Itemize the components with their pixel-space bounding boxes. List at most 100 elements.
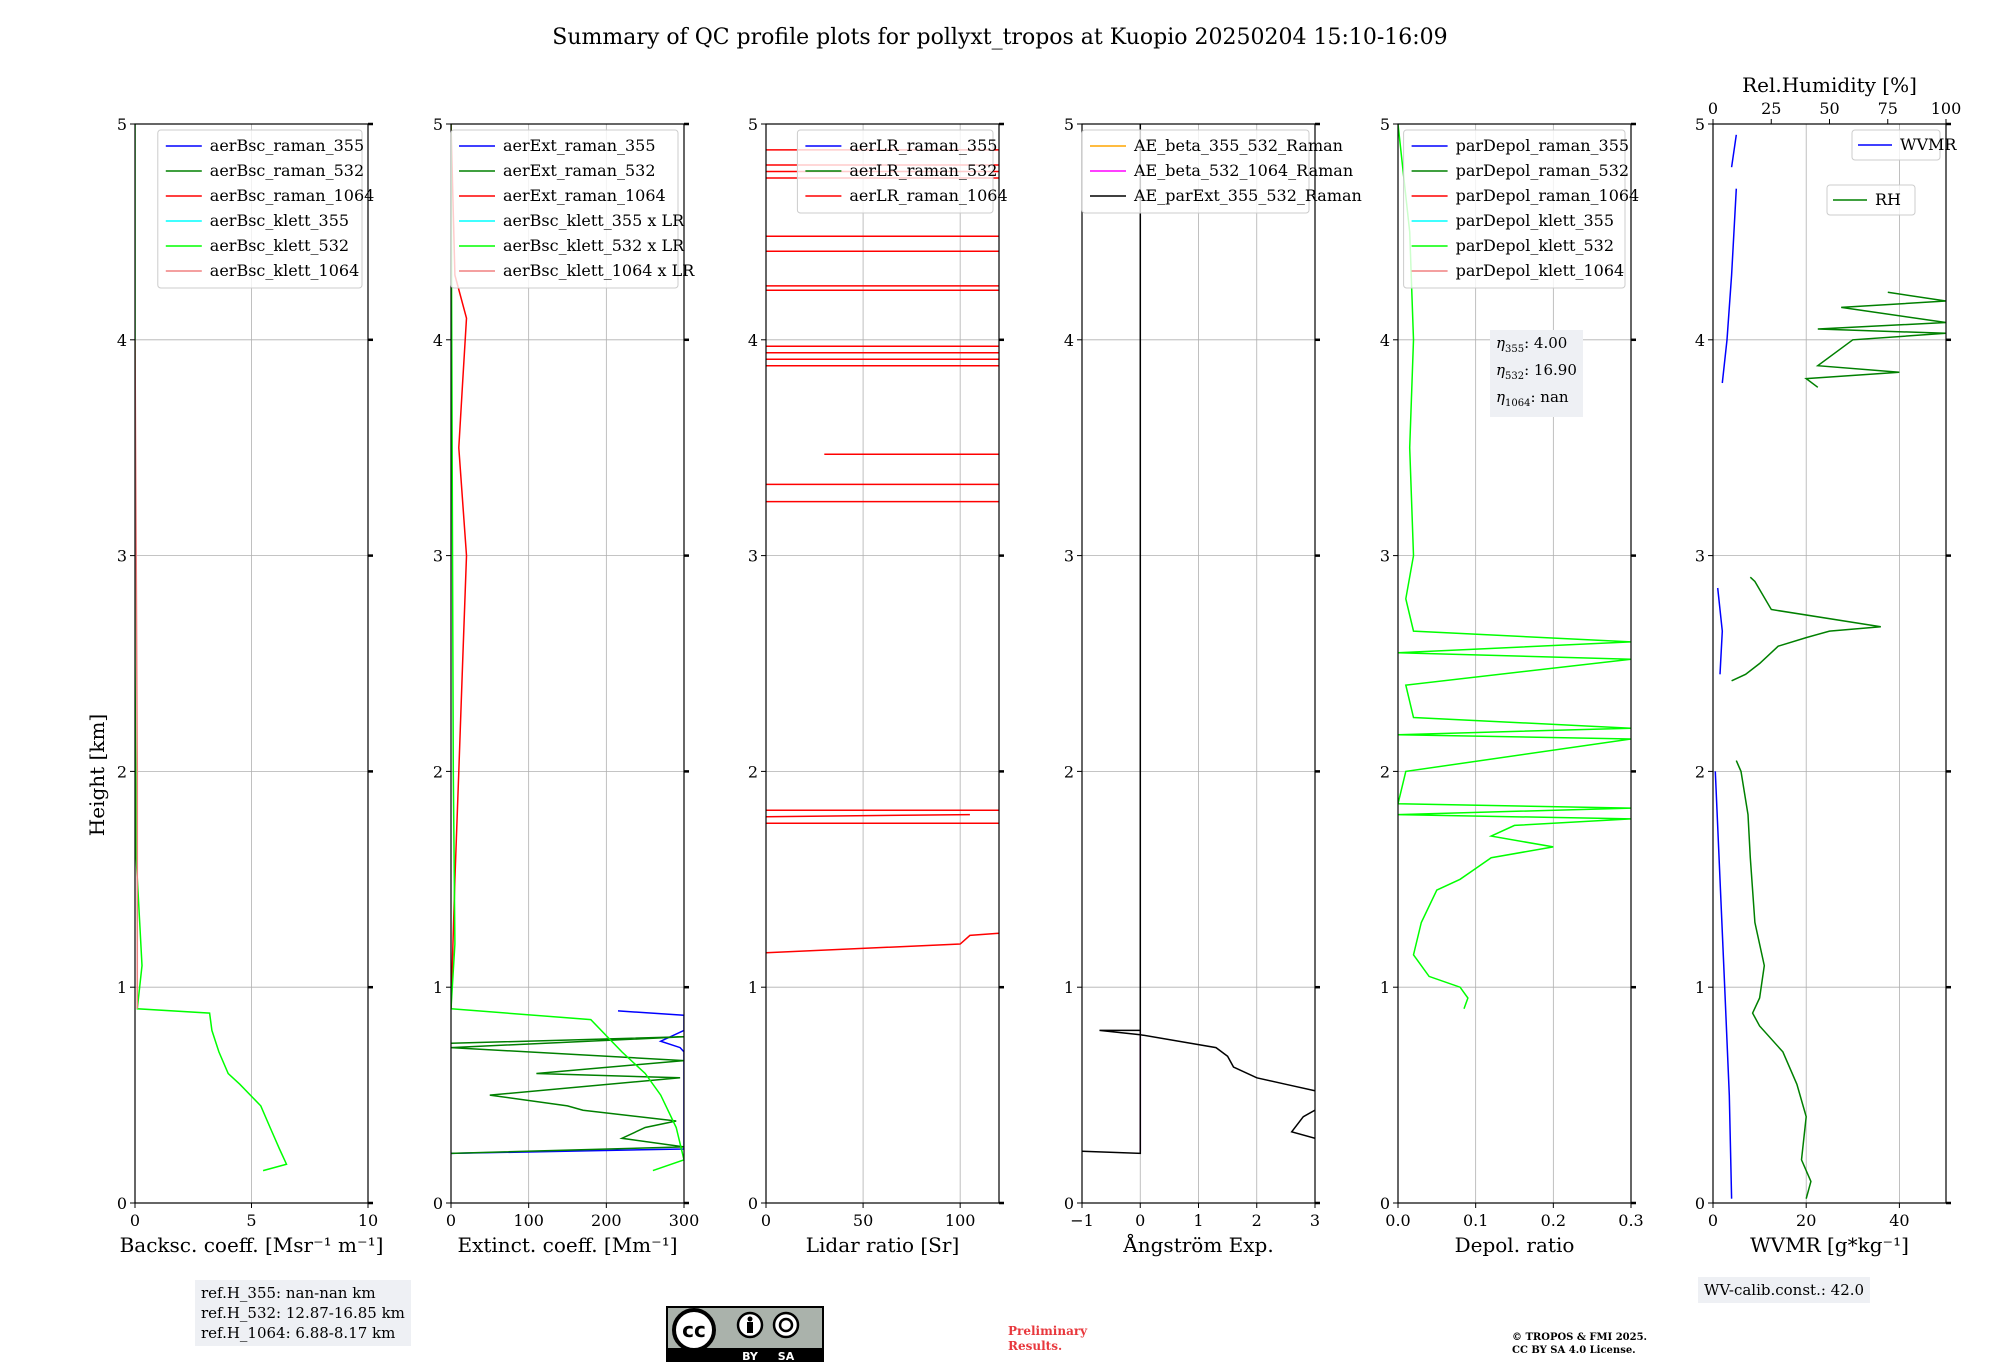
legend-label: RH <box>1875 190 1901 209</box>
legend-label: aerBsc_klett_355 <box>210 211 349 230</box>
x-tick-label: 2 <box>1252 1211 1262 1230</box>
axes-frame <box>1397 123 1632 1204</box>
legend-label: WVMR <box>1900 135 1957 154</box>
reference-height-box: ref.H_355: nan-nan km ref.H_532: 12.87-1… <box>195 1280 411 1346</box>
y-tick-label: 1 <box>1695 978 1705 997</box>
x-tick-label: 20 <box>1796 1211 1816 1230</box>
legend-label: aerBsc_raman_355 <box>210 136 364 155</box>
ref-height-355: ref.H_355: nan-nan km <box>201 1284 376 1302</box>
legend-label: AE_parExt_355_532_Raman <box>1133 186 1362 205</box>
axes-frame <box>1712 123 1947 1204</box>
x-tick-label: 300 <box>669 1211 700 1230</box>
y-tick-label: 4 <box>1380 331 1390 350</box>
eta-355: η355: 4.00 <box>1496 334 1568 355</box>
wv-calibration-box: WV-calib.const.: 42.0 <box>1698 1277 1871 1303</box>
panel-1: 0 5 10 0 1 2 3 4 5 Backsc. coeff. [Msr⁻¹ m⁻¹] aerB… <box>117 115 384 1257</box>
y-tick-label: 5 <box>748 115 758 134</box>
y-tick-label: 2 <box>1064 762 1074 781</box>
x-tick-label: 3 <box>1310 1211 1320 1230</box>
x-tick-label: 0 <box>130 1211 140 1230</box>
sa-label: SA <box>778 1350 795 1362</box>
x-axis-label: Extinct. coeff. [Mm⁻¹] <box>457 1233 677 1257</box>
legend-label: aerExt_raman_355 <box>503 136 656 155</box>
ref-height-532: ref.H_532: 12.87-16.85 km <box>201 1304 405 1322</box>
legend-label: parDepol_raman_532 <box>1456 161 1629 180</box>
plot-area <box>1082 124 1315 1155</box>
legend-label: aerBsc_klett_1064 x LR <box>503 261 695 280</box>
plot-area <box>766 149 999 954</box>
legend: aerBsc_raman_355 aerBsc_raman_532 aerBsc_r… <box>157 129 375 289</box>
eta-532-value: 16.90 <box>1533 361 1577 379</box>
y-tick-label: 3 <box>1380 547 1390 566</box>
y-tick-label: 1 <box>1064 978 1074 997</box>
y-tick-label: 0 <box>1695 1194 1705 1213</box>
y-tick-label: 5 <box>1064 115 1074 134</box>
y-tick-label: 0 <box>1064 1194 1074 1213</box>
y-tick-label: 4 <box>1695 331 1705 350</box>
y-tick-label: 2 <box>748 762 758 781</box>
x2-tick-label: 100 <box>1931 99 1962 118</box>
plot-area <box>451 124 684 1172</box>
panel-2: 0 100 200 300 0 1 2 3 4 5 Extinct. coeff. [Mm⁻¹] ae… <box>433 115 699 1257</box>
axes-frame <box>450 123 685 1204</box>
legend-label: aerBsc_raman_532 <box>210 161 364 180</box>
legend-label: parDepol_klett_1064 <box>1456 261 1625 280</box>
legend-label: parDepol_raman_355 <box>1456 136 1629 155</box>
x2-tick-label: 50 <box>1819 99 1839 118</box>
x-tick-label: 0 <box>1708 1211 1718 1230</box>
x-tick-label: 200 <box>591 1211 622 1230</box>
preliminary-line-1: Preliminary <box>1008 1324 1088 1338</box>
y-tick-label: 5 <box>117 115 127 134</box>
legend-label: aerExt_raman_532 <box>503 161 656 180</box>
y-tick-label: 4 <box>748 331 758 350</box>
preliminary-note: Preliminary Results. <box>1008 1324 1087 1354</box>
y-tick-label: 2 <box>1380 762 1390 781</box>
x-axis-label: WVMR [g*kg⁻¹] <box>1750 1233 1909 1257</box>
x-tick-label: 0.3 <box>1618 1211 1643 1230</box>
x2-tick-label: 0 <box>1708 99 1718 118</box>
y-tick-label: 2 <box>433 762 443 781</box>
by-label: BY <box>742 1350 759 1362</box>
y-tick-label: 1 <box>117 978 127 997</box>
series-line-aerExt_raman_355 <box>451 1010 684 1155</box>
y-tick-label: 0 <box>433 1194 443 1213</box>
legend-label: AE_beta_532_1064_Raman <box>1133 161 1353 180</box>
y-tick-label: 3 <box>1064 547 1074 566</box>
x-tick-label: 40 <box>1889 1211 1909 1230</box>
legend-label: aerLR_raman_532 <box>849 161 997 180</box>
legend: parDepol_raman_355 parDepol_raman_532 parD… <box>1403 129 1640 289</box>
legend: aerExt_raman_355 aerExt_raman_532 aerExt_r… <box>450 129 695 289</box>
wv-calibration-text: WV-calib.const.: 42.0 <box>1704 1281 1865 1299</box>
x-tick-label: 100 <box>513 1211 544 1230</box>
copyright-line-1: © TROPOS & FMI 2025. <box>1512 1332 1648 1343</box>
y-tick-label: 0 <box>748 1194 758 1213</box>
x-tick-label: 0 <box>761 1211 771 1230</box>
series-line-WVMR <box>1714 771 1733 1199</box>
series-line-aerBsc_klett_1064 <box>135 339 139 1009</box>
legend-label: parDepol_raman_1064 <box>1456 186 1640 205</box>
x-tick-label: 0.0 <box>1385 1211 1410 1230</box>
cc-mark: cc <box>682 1318 706 1342</box>
x-tick-label: 50 <box>853 1211 873 1230</box>
y-tick-label: 3 <box>1695 547 1705 566</box>
legend: AE_beta_355_532_Raman AE_beta_532_1064_Ra… <box>1081 129 1362 214</box>
x-tick-label: 0.2 <box>1541 1211 1566 1230</box>
y-tick-label: 5 <box>1695 115 1705 134</box>
eta-1064: η1064: nan <box>1496 388 1569 409</box>
y-axis-label: Height [km] <box>85 714 109 836</box>
plot-area <box>1398 124 1631 1010</box>
x2-tick-label: 75 <box>1878 99 1898 118</box>
y-tick-label: 4 <box>117 331 127 350</box>
x-tick-label: 0.1 <box>1463 1211 1488 1230</box>
series-line-aerExt_raman_532 <box>451 1036 684 1155</box>
series-line-AE_parExt_355_532_Raman <box>1082 124 1142 1155</box>
x2-axis-label: Rel.Humidity [%] <box>1742 73 1917 97</box>
legend: aerLR_raman_355 aerLR_raman_532 aerLR_rama… <box>796 129 1008 214</box>
y-tick-label: 0 <box>117 1194 127 1213</box>
plot-area <box>1714 134 1946 1199</box>
y-tick-label: 0 <box>1380 1194 1390 1213</box>
legend-label: aerBsc_raman_1064 <box>210 186 375 205</box>
legend-label: AE_beta_355_532_Raman <box>1133 136 1343 155</box>
